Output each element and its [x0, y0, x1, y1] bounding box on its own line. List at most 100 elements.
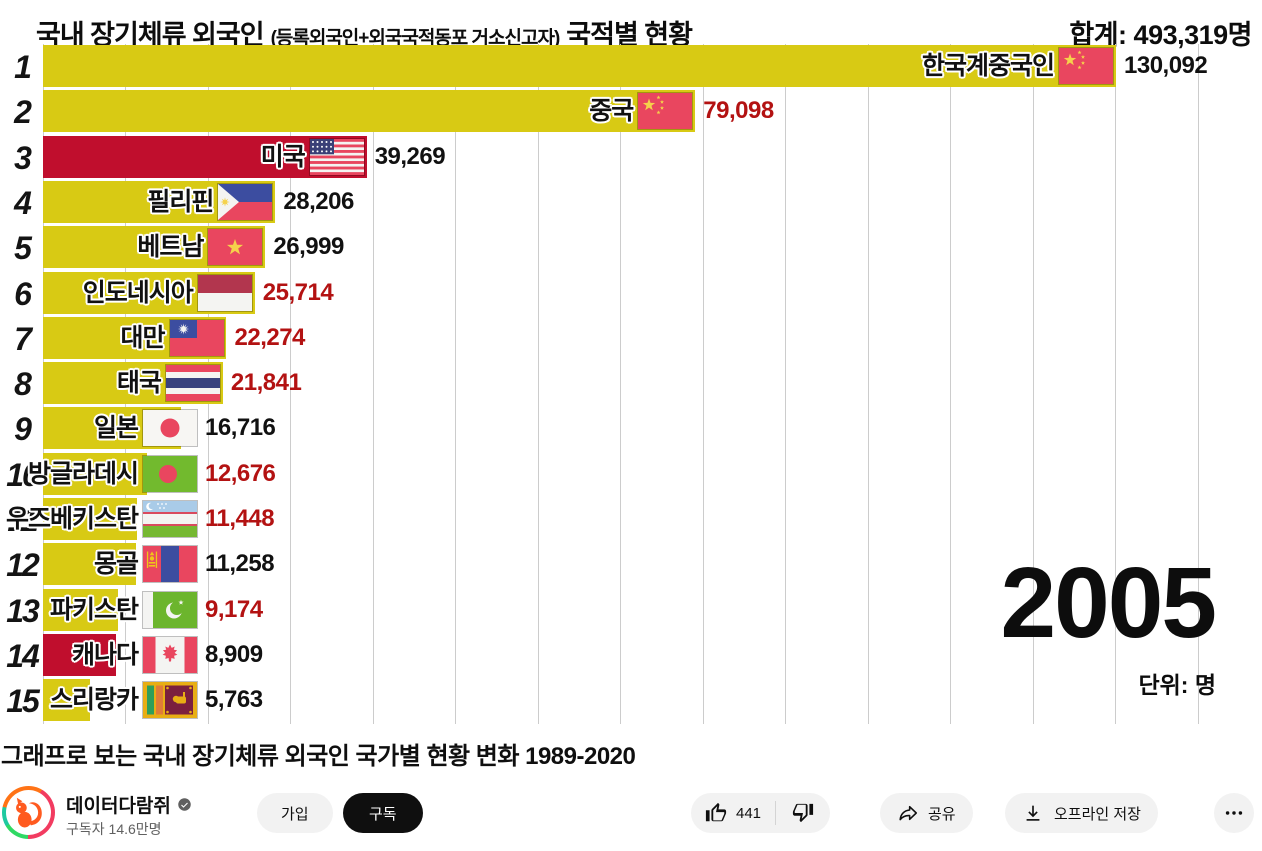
- verified-badge-icon: [178, 798, 191, 811]
- video-player[interactable]: 국내 장기체류 외국인 (등록외국인+외국국적동포 거소신고자) 국적별 현황 …: [0, 0, 1262, 726]
- country-label: 중국: [589, 97, 634, 126]
- bar-value: 26,999: [273, 233, 344, 261]
- bar: [42, 90, 696, 133]
- bar-value: 21,841: [230, 369, 302, 397]
- channel-avatar-image: [6, 790, 51, 835]
- chart-year-label: 2005: [1000, 547, 1217, 659]
- country-label: 몽골: [93, 550, 139, 579]
- rank-label: 7: [14, 320, 32, 357]
- bar-value: 8,909: [205, 640, 263, 668]
- bar: [42, 633, 117, 676]
- country-flag-ca: [142, 635, 198, 674]
- chart-gridline: [785, 44, 787, 724]
- bar-value: 25,714: [262, 278, 334, 306]
- country-label: 스리랑카: [49, 686, 139, 715]
- bar-value: 22,274: [234, 323, 306, 351]
- chart-gridline: [1197, 44, 1199, 724]
- like-count: 441: [736, 804, 762, 822]
- video-title: 그래프로 보는 국내 장기체류 외국인 국가별 현황 변화 1989-2020: [1, 743, 636, 770]
- country-label: 베트남: [137, 233, 204, 262]
- rank-label: 2: [14, 94, 32, 131]
- channel-name[interactable]: 데이터다람쥐: [66, 796, 171, 817]
- country-label: 태국: [116, 369, 162, 398]
- bar-value: 11,448: [205, 505, 275, 532]
- country-flag-tw: [168, 318, 225, 357]
- country-flag-id: [196, 273, 253, 312]
- dislike-button[interactable]: [776, 793, 830, 833]
- bar-value: 16,716: [205, 414, 276, 442]
- bar: [42, 588, 119, 631]
- country-label: 방글라데시: [27, 459, 139, 488]
- chart-unit-label: 단위: 명: [1138, 672, 1216, 698]
- offline-save-button[interactable]: 오프라인 저장: [1005, 793, 1158, 833]
- chart-gridline: [290, 44, 292, 724]
- chart-title-paren: (등록외국인+외국국적동포 거소신고자): [270, 28, 561, 49]
- country-label: 파키스탄: [49, 595, 139, 624]
- squirrel-logo-icon: [15, 797, 42, 827]
- share-button-label: 공유: [928, 805, 956, 823]
- country-flag-th: [164, 364, 221, 403]
- rank-label: 13: [6, 592, 40, 629]
- rank-label: 6: [14, 275, 32, 312]
- chart-gridline: [455, 44, 457, 724]
- rank-label: 8: [14, 366, 32, 403]
- rank-label: 15: [6, 683, 40, 720]
- country-flag-us: [308, 137, 365, 176]
- chart-gridline: [1115, 44, 1117, 724]
- chart-gridline: [950, 44, 952, 724]
- bar-value: 130,092: [1124, 52, 1208, 79]
- offline-save-label: 오프라인 저장: [1054, 805, 1141, 823]
- chart-gridline: [867, 44, 869, 724]
- rank-label: 4: [14, 184, 32, 221]
- rank-label: 5: [14, 230, 32, 267]
- rank-label: 3: [14, 139, 32, 176]
- country-flag-pk: [142, 590, 198, 629]
- rank-label: 10: [6, 456, 40, 493]
- country-label: 인도네시아: [82, 278, 194, 307]
- chart-gridline: [537, 44, 539, 724]
- bar-value: 39,269: [374, 142, 446, 170]
- country-label: 일본: [93, 414, 139, 443]
- channel-avatar[interactable]: [2, 786, 55, 839]
- chart-gridline: [702, 44, 704, 724]
- thumbs-up-icon: [705, 802, 727, 822]
- channel-subscriber-count: 구독자 14.6만명: [66, 821, 162, 837]
- country-flag-lk: [142, 681, 198, 720]
- country-label: 필리핀: [147, 187, 214, 216]
- chart-gridline: [1032, 44, 1034, 724]
- chart-gridline: [372, 44, 374, 724]
- rank-label: 12: [6, 547, 40, 584]
- country-label: 캐나다: [71, 640, 139, 669]
- share-button[interactable]: 공유: [880, 793, 973, 833]
- bar-value: 11,258: [205, 550, 275, 578]
- like-dislike-group: 441: [691, 793, 831, 833]
- like-dislike-divider: [775, 801, 777, 825]
- country-label: 대만: [120, 323, 165, 352]
- join-button-label: 가입: [281, 805, 309, 823]
- chart-gridline: [620, 44, 622, 724]
- country-flag-uz: [142, 500, 198, 538]
- subscribe-button-label: 구독: [369, 805, 397, 823]
- country-flag-vn: [207, 228, 264, 267]
- bar: [42, 45, 1116, 87]
- rank-label: 1: [14, 49, 32, 85]
- join-button[interactable]: 가입: [257, 793, 333, 833]
- bar-value: 28,206: [283, 187, 354, 215]
- bar: [42, 679, 91, 722]
- thumbs-down-icon: [792, 803, 814, 823]
- bar: [42, 498, 138, 540]
- country-flag-jp: [142, 409, 198, 448]
- rank-label: 9: [14, 411, 32, 448]
- bar-value: 79,098: [703, 97, 774, 125]
- more-actions-button[interactable]: [1214, 793, 1254, 833]
- bar: [42, 543, 136, 586]
- bar: [42, 452, 148, 495]
- share-arrow-icon: [899, 805, 918, 821]
- like-button[interactable]: 441: [691, 793, 775, 833]
- country-flag-bd: [142, 454, 198, 493]
- subscribe-button[interactable]: 구독: [343, 793, 423, 833]
- rank-label: 11: [7, 502, 38, 538]
- bar-value: 5,763: [205, 686, 263, 714]
- bar-value: 9,174: [205, 595, 263, 623]
